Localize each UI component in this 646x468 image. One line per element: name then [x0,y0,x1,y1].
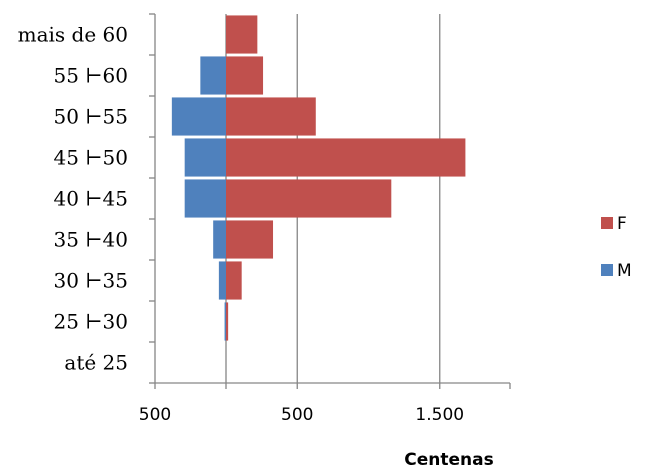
category-labels: até 25 25 ⊢30 30 ⊢35 35 ⊢40 40 ⊢45 45 ⊢50 50 ⊢… [18,23,128,375]
legend-swatch-f [601,217,613,229]
legend-label-f: F [617,214,627,234]
bar-f [226,15,258,54]
bar-m [218,261,226,300]
x-tick-labels: 500 500 1.500 [139,405,464,425]
category-label: 30 ⊢35 [54,269,128,293]
bar-m [213,220,226,259]
x-axis-title: Centenas [404,450,493,468]
bar-f [226,138,466,177]
bar-m [224,302,226,341]
bar-m [184,179,226,218]
category-label: 55 ⊢60 [54,64,128,88]
legend-label-m: M [617,261,632,281]
axes [149,13,511,389]
category-label: 50 ⊢55 [54,105,128,129]
bar-m [200,56,226,95]
legend: FM [601,214,632,281]
x-tick-label: 1.500 [415,405,464,425]
bars [171,15,466,341]
category-label: 35 ⊢40 [54,228,128,252]
bar-f [226,261,242,300]
x-tick-label: 500 [139,405,171,425]
category-label: 25 ⊢30 [54,310,128,334]
legend-swatch-m [601,264,613,276]
bar-f [226,97,316,136]
category-label: 45 ⊢50 [54,146,128,170]
bar-m [184,138,226,177]
bar-m [171,97,226,136]
category-label: até 25 [64,351,128,375]
bar-f [226,56,264,95]
bar-f [226,302,229,341]
category-label: 40 ⊢45 [54,187,128,211]
bar-f [226,179,392,218]
category-label: mais de 60 [18,23,128,47]
x-tick-label: 500 [281,405,313,425]
bar-f [226,220,274,259]
